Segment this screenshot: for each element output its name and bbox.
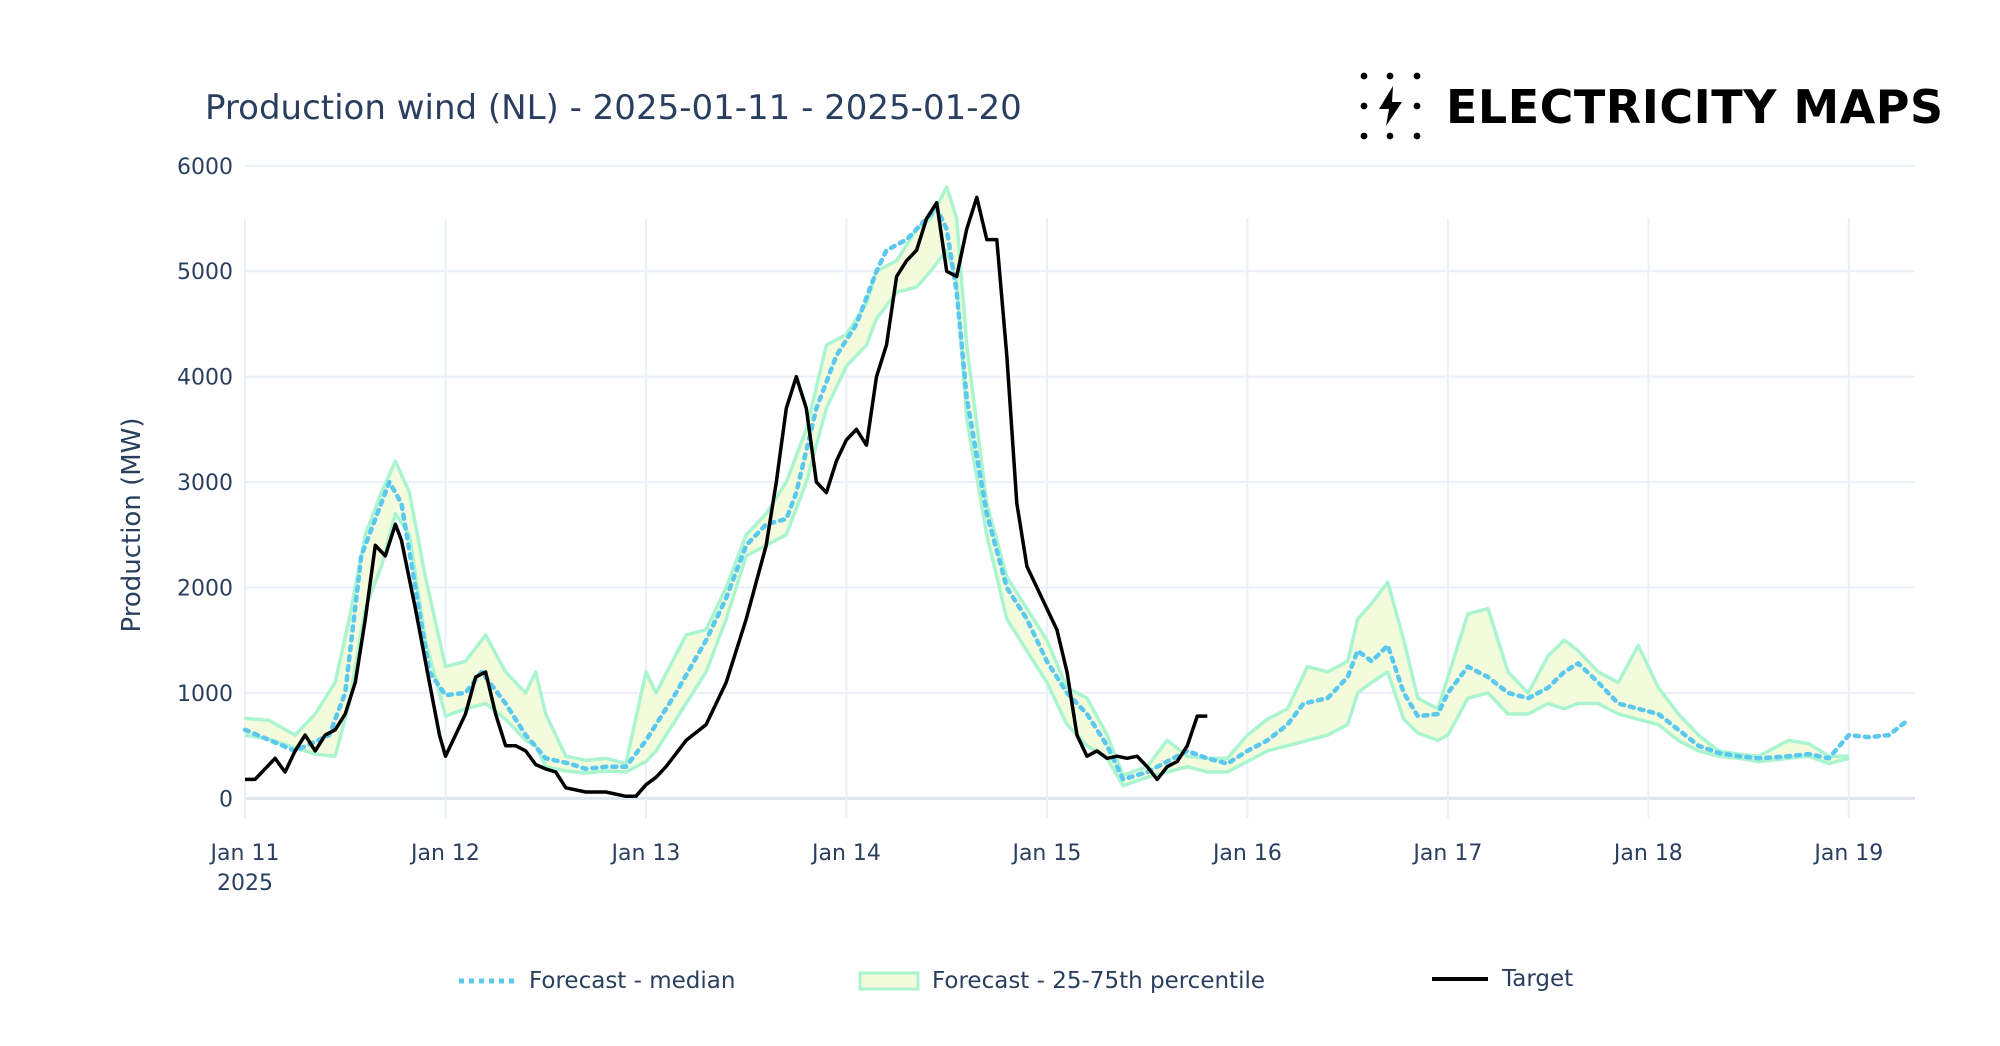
y-tick-label: 4000	[177, 366, 233, 391]
chart-title: Production wind (NL) - 2025-01-11 - 2025…	[205, 88, 1022, 128]
x-tick-label: Jan 14	[810, 841, 881, 866]
x-tick-label: Jan 15	[1010, 841, 1081, 866]
legend-median-label: Forecast - median	[529, 968, 736, 994]
x-tick-label: Jan 17	[1411, 841, 1482, 866]
y-axis-label: Production (MW)	[117, 417, 147, 632]
y-tick-label: 0	[219, 787, 233, 812]
brand-logo: ELECTRICITY MAPS	[1360, 72, 1944, 142]
legend-item-target[interactable]: Target	[1430, 966, 1573, 992]
lightning-bolt-icon	[1360, 72, 1421, 140]
x-tick-label: Jan 18	[1612, 841, 1683, 866]
brand-name: ELECTRICITY MAPS	[1446, 80, 1944, 134]
legend: Forecast - median Forecast - 25-75th per…	[0, 966, 2000, 1008]
y-tick-label: 2000	[177, 577, 233, 602]
axes: 0 1000 2000 3000 4000 5000 6000 Jan 11 2025 Jan 1…	[177, 155, 1883, 896]
band-upper-line	[244, 185, 1849, 777]
y-tick-label: 5000	[177, 260, 233, 285]
target-series	[245, 195, 1208, 799]
x-tick-label: Jan 16	[1211, 841, 1282, 866]
median-line	[242, 205, 1912, 782]
legend-item-band[interactable]: Forecast - 25-75th percentile	[858, 968, 1265, 994]
legend-band-swatch	[858, 971, 920, 991]
percentile-band	[244, 185, 1850, 788]
x-tick-label: Jan 11	[209, 841, 280, 866]
legend-target-label: Target	[1502, 966, 1574, 992]
target-line	[245, 195, 1208, 799]
x-tick-label: Jan 19	[1812, 841, 1883, 866]
median-series	[242, 205, 1912, 782]
legend-item-median[interactable]: Forecast - median	[457, 968, 735, 994]
y-tick-label: 3000	[177, 471, 233, 496]
legend-target-swatch	[1432, 977, 1488, 981]
y-tick-label: 6000	[177, 155, 233, 180]
legend-median-swatch	[459, 978, 515, 984]
band-lower-line	[244, 248, 1850, 788]
x-tick-label: Jan 12	[409, 841, 480, 866]
x-tick-sublabel: 2025	[217, 871, 273, 896]
legend-band-label: Forecast - 25-75th percentile	[932, 968, 1266, 994]
y-tick-label: 1000	[177, 682, 233, 707]
x-tick-label: Jan 13	[610, 841, 681, 866]
